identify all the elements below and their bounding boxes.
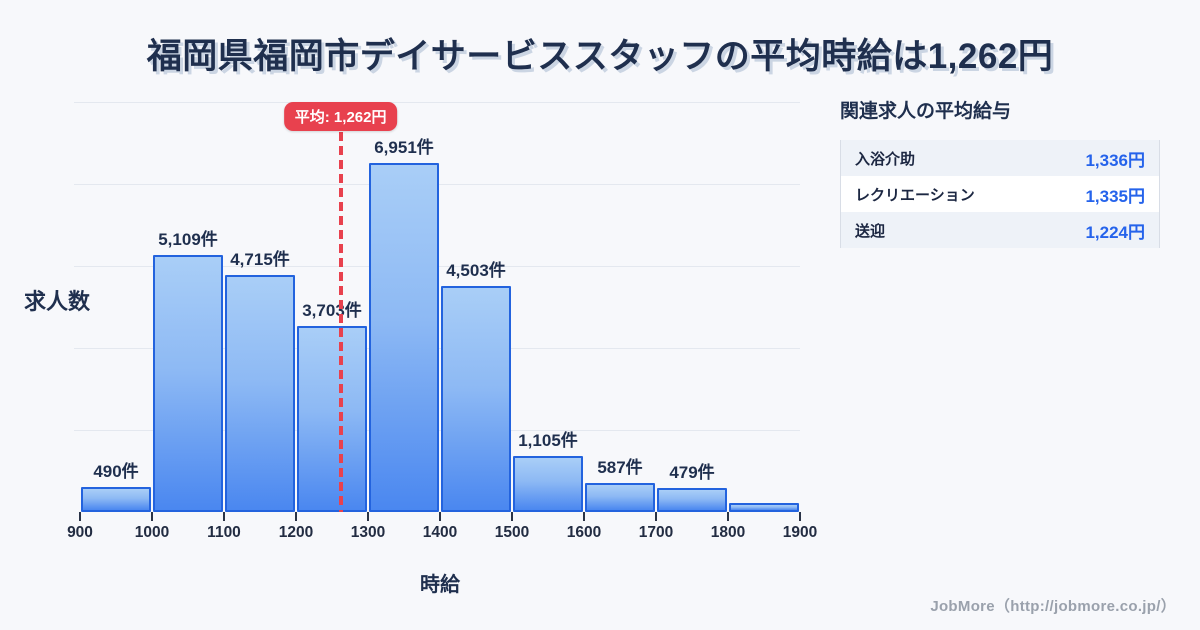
x-tick-mark bbox=[367, 512, 369, 521]
bar-slot: 5,109件 bbox=[152, 100, 224, 512]
related-job-label: レクリエーション bbox=[855, 186, 975, 204]
x-tick-mark bbox=[151, 512, 153, 521]
histogram-bar bbox=[297, 326, 367, 512]
footer-credit: JobMore（http://jobmore.co.jp/） bbox=[930, 598, 1176, 615]
related-job-label: 送迎 bbox=[855, 222, 886, 240]
bar-value-label: 4,503件 bbox=[446, 261, 506, 280]
wage-histogram-plot: 490件 5,109件 4,715件 3,703件 6,951件 4,503件 1,105件… bbox=[67, 100, 817, 541]
histogram-bar bbox=[225, 275, 295, 512]
related-jobs-list: 入浴介助 1,336円レクリエーション 1,335円送迎 1,224円 bbox=[840, 140, 1160, 248]
histogram-bar bbox=[585, 483, 655, 512]
x-tick-mark bbox=[79, 512, 81, 521]
x-tick-label: 1900 bbox=[782, 524, 818, 541]
x-tick-label: 900 bbox=[67, 524, 93, 541]
histogram-bar bbox=[81, 487, 151, 512]
x-tick-label: 1700 bbox=[638, 524, 674, 541]
x-tick-label: 1800 bbox=[710, 524, 746, 541]
x-tick-label: 1100 bbox=[207, 524, 241, 541]
related-job-row: 送迎 1,224円 bbox=[841, 212, 1159, 248]
histogram-bar bbox=[729, 503, 799, 512]
histogram-bar bbox=[369, 163, 439, 512]
x-tick-label: 1300 bbox=[350, 524, 386, 541]
bar-slot bbox=[728, 100, 800, 512]
bar-value-label: 1,105件 bbox=[518, 431, 578, 450]
x-tick-mark bbox=[439, 512, 441, 521]
related-job-value: 1,336円 bbox=[1085, 150, 1145, 170]
bar-slot: 3,703件 bbox=[296, 100, 368, 512]
related-jobs-title: 関連求人の平均給与 bbox=[840, 101, 1012, 122]
bar-value-label: 4,715件 bbox=[230, 250, 290, 269]
x-tick-label: 1600 bbox=[566, 524, 602, 541]
x-tick-mark bbox=[295, 512, 297, 521]
related-job-row: レクリエーション 1,335円 bbox=[841, 176, 1159, 212]
related-job-value: 1,335円 bbox=[1085, 186, 1145, 206]
related-job-row: 入浴介助 1,336円 bbox=[841, 140, 1159, 176]
average-badge: 平均: 1,262円 bbox=[283, 102, 398, 131]
x-axis-label: 時給 bbox=[420, 574, 460, 596]
related-job-value: 1,224円 bbox=[1085, 222, 1145, 242]
bar-value-label: 587件 bbox=[597, 458, 643, 477]
histogram-bar bbox=[441, 286, 511, 512]
histogram-bar bbox=[153, 255, 223, 512]
histogram-bar bbox=[657, 488, 727, 512]
x-tick-mark bbox=[583, 512, 585, 521]
y-axis-label: 求人数 bbox=[24, 289, 91, 314]
histogram-bar bbox=[513, 456, 583, 512]
bar-value-label: 5,109件 bbox=[158, 230, 218, 249]
bar-value-label: 490件 bbox=[93, 462, 139, 481]
x-tick-mark bbox=[799, 512, 801, 521]
x-tick-mark bbox=[511, 512, 513, 521]
gridline bbox=[74, 102, 800, 103]
average-line bbox=[338, 132, 343, 512]
bar-slot: 4,503件 bbox=[440, 100, 512, 512]
bar-slot: 4,715件 bbox=[224, 100, 296, 512]
x-tick-mark bbox=[655, 512, 657, 521]
bar-value-label: 3,703件 bbox=[302, 301, 362, 320]
x-tick-mark bbox=[727, 512, 729, 521]
bar-slot: 587件 bbox=[584, 100, 656, 512]
bar-slot: 6,951件 bbox=[368, 100, 440, 512]
related-job-label: 入浴介助 bbox=[855, 150, 916, 168]
x-tick-label: 1500 bbox=[494, 524, 530, 541]
bar-value-label: 479件 bbox=[669, 463, 715, 482]
x-tick-label: 1400 bbox=[422, 524, 458, 541]
x-tick-mark bbox=[223, 512, 225, 521]
x-tick-label: 1200 bbox=[278, 524, 314, 541]
bar-slot: 490件 bbox=[80, 100, 152, 512]
bar-slot: 479件 bbox=[656, 100, 728, 512]
bar-value-label: 6,951件 bbox=[374, 138, 434, 157]
bar-slot: 1,105件 bbox=[512, 100, 584, 512]
page-title: 福岡県福岡市デイサービススタッフの平均時給は1,262円 bbox=[146, 37, 1054, 76]
x-tick-label: 1000 bbox=[134, 524, 170, 541]
